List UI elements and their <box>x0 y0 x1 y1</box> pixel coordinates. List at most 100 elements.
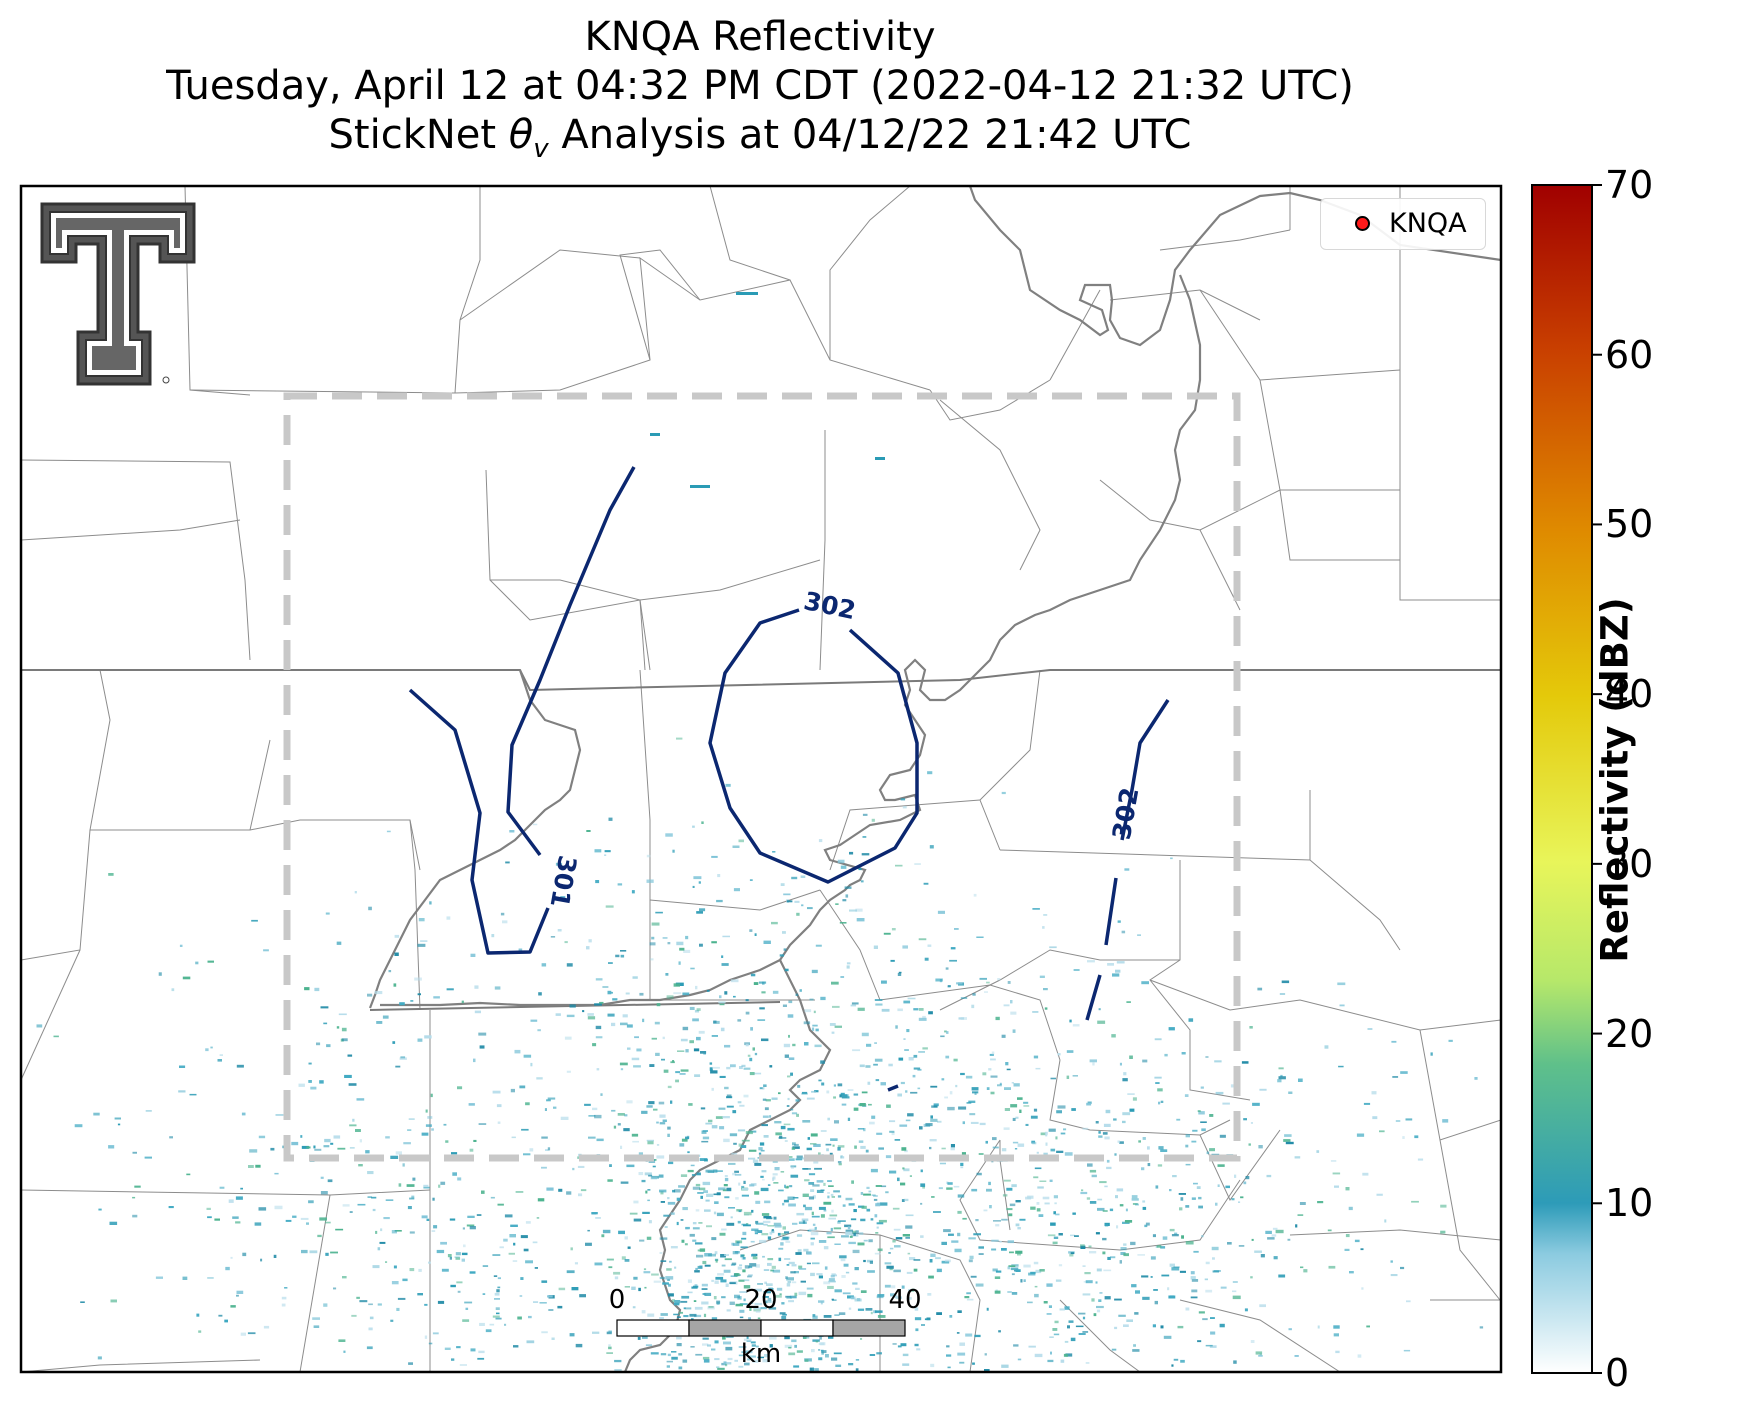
echo-pixel <box>889 1120 896 1123</box>
echo-pixel <box>784 1344 793 1348</box>
echo-pixel <box>694 1009 700 1013</box>
echo-pixel <box>1211 1246 1219 1251</box>
echo-pixel <box>833 1227 842 1230</box>
echo-pixel <box>908 1057 914 1061</box>
echo-pixel <box>827 1117 830 1121</box>
echo-pixel <box>319 1080 324 1084</box>
echo-pixel <box>444 1347 451 1350</box>
echo-pixel <box>851 1296 855 1300</box>
echo-pixel <box>1119 1260 1122 1264</box>
echo-pixel <box>418 918 425 922</box>
echo-pixel <box>1258 1145 1263 1149</box>
echo-pixel <box>743 1257 746 1260</box>
echo-pixel <box>780 1171 785 1173</box>
echo-pixel <box>1010 1104 1018 1108</box>
echo-pixel <box>793 1365 800 1368</box>
echo-pixel <box>796 1350 803 1353</box>
echo-pixel <box>997 1084 1002 1087</box>
echo-pixel <box>1112 973 1120 977</box>
echo-pixel <box>802 1220 806 1224</box>
echo-pixel <box>254 1222 262 1226</box>
echo-pixel <box>566 1070 571 1073</box>
echo-pixel <box>1222 1102 1230 1105</box>
echo-pixel <box>1232 1295 1241 1300</box>
echo-pixel <box>1339 1004 1345 1007</box>
echo-pixel <box>740 1246 748 1249</box>
echo-pixel <box>790 1108 794 1111</box>
echo-pixel <box>678 1366 683 1370</box>
echo-pixel <box>757 1356 764 1359</box>
echo-pixel <box>737 1129 746 1132</box>
echo-pixel <box>681 1138 688 1142</box>
echo-pixel <box>656 1144 660 1146</box>
echo-pixel <box>740 1254 744 1258</box>
echo-pixel <box>451 1358 455 1361</box>
echo-pixel <box>883 932 891 935</box>
legend-label: KNQA <box>1389 208 1467 239</box>
echo-pixel <box>1085 1280 1093 1284</box>
echo-pixel <box>738 1210 742 1213</box>
echo-pixel <box>837 1220 846 1222</box>
echo-pixel <box>737 1101 742 1104</box>
echo-pixel <box>1086 1197 1091 1200</box>
contour-301-line <box>408 466 636 955</box>
echo-pixel <box>461 1000 464 1004</box>
echo-pixel <box>536 1077 543 1080</box>
echo-pixel <box>1200 1121 1207 1123</box>
echo-pixel <box>764 1281 767 1285</box>
echo-pixel <box>696 1008 701 1011</box>
echo-pixel <box>495 1317 502 1320</box>
echo-pixel <box>826 1090 830 1094</box>
echo-pixel <box>711 1125 718 1129</box>
echo-pixel <box>820 1060 825 1064</box>
echo-pixel <box>168 1206 174 1209</box>
echo-pixel <box>667 1278 670 1281</box>
echo-pixel <box>595 978 603 981</box>
echo-pixel <box>774 1121 782 1124</box>
echo-pixel <box>852 1230 857 1234</box>
echo-pixel <box>861 1205 867 1209</box>
echo-pixel <box>671 1351 677 1353</box>
echo-pixel <box>650 958 654 961</box>
echo-pixel <box>1012 1117 1016 1121</box>
echo-pixel <box>1170 857 1173 860</box>
echo-pixel <box>456 1281 463 1284</box>
echo-pixel <box>919 1126 923 1130</box>
echo-pixel <box>837 1195 842 1198</box>
echo-pixel <box>1012 1141 1019 1144</box>
echo-pixel <box>812 1223 816 1226</box>
echo-pixel <box>1294 1156 1301 1159</box>
echo-pixel <box>1089 1169 1097 1173</box>
echo-pixel <box>557 1305 563 1309</box>
echo-pixel <box>619 1062 628 1066</box>
echo-pixel <box>846 965 850 969</box>
echo-pixel <box>787 1127 795 1131</box>
echo-pixel <box>939 1162 946 1165</box>
echo-pixel <box>714 1358 720 1361</box>
echo-pixel <box>1030 1115 1038 1119</box>
echo-pixel <box>1238 1245 1245 1247</box>
echo-pixel <box>763 940 771 944</box>
echo-pixel <box>1154 1076 1162 1079</box>
echo-pixel <box>1066 1075 1070 1079</box>
echo-pixel <box>957 1352 966 1356</box>
echo-pixel <box>840 865 847 869</box>
echo-pixel <box>1171 1364 1174 1367</box>
echo-pixel <box>609 1164 612 1167</box>
echo-pixel <box>496 1312 500 1315</box>
echo-pixel <box>724 1258 732 1261</box>
echo-pixel <box>1372 1116 1378 1120</box>
echo-pixel <box>1102 1132 1108 1135</box>
echo-pixel <box>1122 1112 1131 1116</box>
echo-pixel <box>994 1276 1001 1279</box>
echo-pixel <box>1411 1200 1419 1203</box>
echo-pixel <box>1085 1362 1090 1364</box>
echo-pixel <box>620 1145 623 1149</box>
echo-pixel <box>739 1264 743 1266</box>
echo-pixel <box>687 1279 692 1283</box>
echo-pixel <box>596 1068 600 1071</box>
echo-pixel <box>550 936 556 938</box>
echo-pixel <box>722 1116 730 1119</box>
echo-pixel <box>391 1281 399 1285</box>
echo-pixel <box>673 1302 680 1306</box>
